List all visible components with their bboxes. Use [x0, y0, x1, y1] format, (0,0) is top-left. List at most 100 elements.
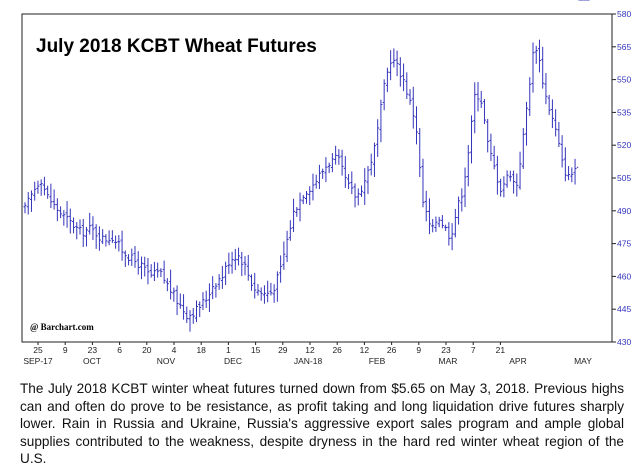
price-bar: [220, 265, 224, 289]
y-tick-label: 460: [617, 271, 631, 281]
price-bar: [434, 216, 438, 232]
x-day-label: 20: [142, 345, 152, 355]
price-bar: [288, 220, 292, 241]
plot-frame: [21, 13, 613, 343]
x-month-label: APR: [509, 356, 526, 366]
price-bar: [531, 42, 535, 93]
price-bar: [207, 283, 211, 312]
price-bar: [104, 234, 108, 247]
price-bar: [52, 189, 56, 210]
price-bar: [321, 168, 325, 179]
price-bar: [324, 157, 328, 183]
y-tick-label: 550: [617, 75, 631, 85]
price-bar: [369, 153, 373, 176]
price-bar: [26, 192, 30, 215]
price-bar: [314, 174, 318, 189]
price-bar: [127, 254, 131, 266]
price-bar: [136, 251, 140, 275]
price-bar: [59, 206, 63, 219]
price-bar: [405, 72, 409, 99]
y-tick-label: 580: [617, 9, 631, 19]
x-day-label: 23: [441, 345, 451, 355]
x-month-label: OCT: [83, 356, 101, 366]
price-bar: [39, 179, 43, 196]
price-bar: [308, 186, 312, 206]
price-bar: [175, 285, 179, 316]
price-bar: [178, 293, 182, 309]
price-bar: [570, 167, 574, 183]
y-tick-label: 475: [617, 239, 631, 249]
price-bar: [275, 271, 279, 302]
price-bar: [78, 219, 82, 235]
price-bar: [437, 216, 441, 228]
price-bar: [272, 284, 276, 303]
price-bar: [466, 145, 470, 187]
price-bar: [182, 294, 186, 320]
price-bar: [385, 67, 389, 93]
price-bar: [65, 201, 69, 228]
price-bar: [492, 145, 496, 170]
price-bar: [382, 79, 386, 111]
price-bar: [224, 261, 228, 286]
price-bar: [567, 166, 571, 181]
price-bar: [360, 185, 364, 197]
price-bar: [402, 63, 406, 92]
price-bar: [528, 77, 532, 116]
price-bar: [544, 73, 548, 105]
price-bar: [152, 261, 156, 282]
price-bar: [537, 39, 541, 73]
price-bar: [33, 181, 37, 201]
price-bar: [81, 218, 85, 247]
price-bar: [191, 307, 195, 324]
price-bar: [211, 276, 215, 300]
price-bar: [62, 210, 66, 226]
x-axis: 25 9 23 6 20 4 18 1 15 29 12 26 12 26 9 23 7 21 SEP-17 OCT N…: [23, 342, 592, 366]
price-bar: [311, 173, 315, 201]
price-bar: [330, 153, 334, 173]
price-bar: [256, 283, 260, 296]
price-bar: [120, 230, 124, 261]
price-bar: [489, 133, 493, 161]
price-bar: [376, 119, 380, 157]
price-bar: [201, 292, 205, 311]
x-day-label: 12: [360, 345, 370, 355]
price-bar: [72, 217, 76, 234]
price-bar: [143, 256, 147, 277]
price-bar: [292, 198, 296, 233]
x-day-label: 12: [305, 345, 315, 355]
price-bar: [479, 90, 483, 108]
y-tick-label: 445: [617, 304, 631, 314]
price-bar: [470, 115, 474, 164]
price-bar: [421, 158, 425, 208]
price-bar: [94, 224, 98, 249]
price-bar: [97, 226, 101, 251]
price-bar: [408, 89, 412, 105]
price-bar: [560, 135, 564, 168]
x-month-label: MAR: [439, 356, 458, 366]
price-bar: [418, 128, 422, 178]
price-bar: [350, 171, 354, 195]
y-tick-label: 490: [617, 206, 631, 216]
price-bar: [518, 151, 522, 190]
price-bar: [389, 50, 393, 81]
price-bar: [482, 98, 486, 125]
price-bar: [541, 46, 545, 89]
price-bar: [347, 174, 351, 190]
x-month-label: SEP-17: [23, 356, 53, 366]
price-bar: [356, 188, 360, 206]
price-bar: [573, 158, 577, 185]
price-bar: [101, 229, 105, 245]
price-bar: [534, 45, 538, 64]
price-bar: [337, 149, 341, 165]
price-bar: [159, 268, 163, 278]
price-bar: [563, 147, 567, 182]
article-caption: The July 2018 KCBT winter wheat futures …: [20, 381, 624, 466]
y-tick-label: 505: [617, 173, 631, 183]
price-bar: [243, 256, 247, 276]
price-bar: [240, 251, 244, 277]
price-bar: [84, 226, 88, 247]
price-bar: [156, 262, 160, 278]
price-bar: [269, 282, 273, 296]
price-bar: [227, 252, 231, 274]
x-day-label: 23: [88, 345, 98, 355]
